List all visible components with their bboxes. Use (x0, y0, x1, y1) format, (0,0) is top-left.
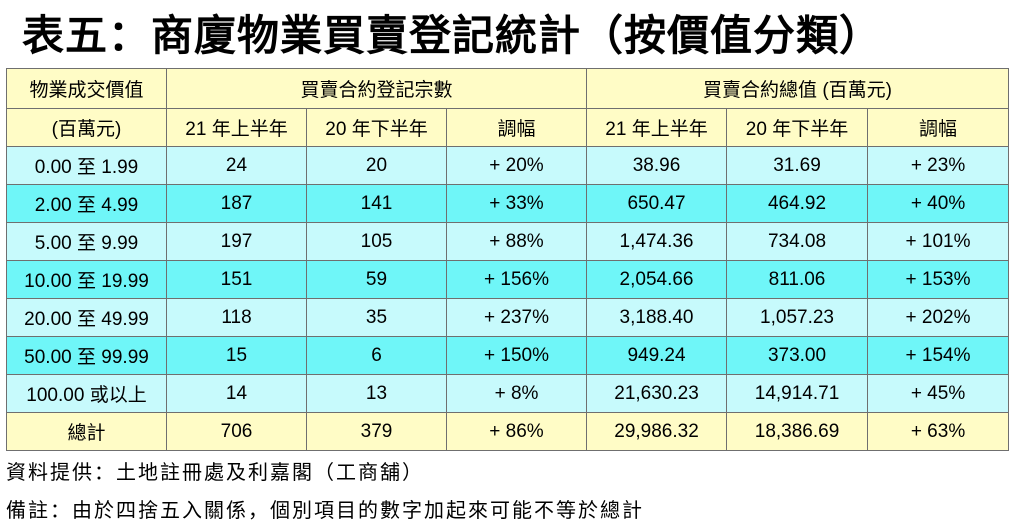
table-row: 10.00 至 19.99 151 59 + 156% 2,054.66 811… (6, 260, 1010, 299)
cell-value-21h1: 21,630.23 (586, 374, 728, 413)
cell-count-change: + 20% (445, 146, 588, 185)
cell-range: 5.00 至 9.99 (6, 222, 167, 261)
cell-total-value-change: + 63% (867, 412, 1010, 451)
table-row: 100.00 或以上 14 13 + 8% 21,630.23 14,914.7… (6, 374, 1010, 413)
cell-total-count-21h1: 706 (166, 412, 307, 451)
cell-value-21h1: 3,188.40 (586, 298, 728, 337)
header-value-20h2: 20 年下半年 (726, 108, 869, 147)
cell-range: 0.00 至 1.99 (6, 146, 167, 185)
source-note: 資料提供：土地註冊處及利嘉閣（工商舖） (6, 460, 424, 484)
header-count-21h1: 21 年上半年 (166, 108, 307, 147)
header-count-20h2: 20 年下半年 (306, 108, 447, 147)
cell-count-change: + 88% (445, 222, 588, 261)
cell-range: 2.00 至 4.99 (6, 184, 167, 223)
cell-count-20h2: 20 (306, 146, 447, 185)
cell-count-20h2: 13 (306, 374, 447, 413)
cell-count-21h1: 151 (166, 260, 307, 299)
cell-count-20h2: 6 (306, 336, 447, 375)
table-row: 5.00 至 9.99 197 105 + 88% 1,474.36 734.0… (6, 222, 1010, 261)
cell-value-change: + 101% (867, 222, 1010, 261)
cell-value-21h1: 650.47 (586, 184, 728, 223)
cell-total-count-change: + 86% (445, 412, 588, 451)
header-row-1: 物業成交價值 買賣合約登記宗數 買賣合約總值 (百萬元) (6, 68, 1010, 109)
cell-count-21h1: 24 (166, 146, 307, 185)
cell-total-label: 總計 (6, 412, 167, 451)
cell-value-change: + 23% (867, 146, 1010, 185)
cell-range: 50.00 至 99.99 (6, 336, 167, 375)
table-row: 50.00 至 99.99 15 6 + 150% 949.24 373.00 … (6, 336, 1010, 375)
statistics-table: 物業成交價值 買賣合約登記宗數 買賣合約總值 (百萬元) (百萬元) 21 年上… (6, 68, 1010, 451)
cell-count-change: + 8% (445, 374, 588, 413)
cell-value-change: + 153% (867, 260, 1010, 299)
table-row: 0.00 至 1.99 24 20 + 20% 38.96 31.69 + 23… (6, 146, 1010, 185)
cell-value-change: + 45% (867, 374, 1010, 413)
cell-value-change: + 202% (867, 298, 1010, 337)
cell-value-20h2: 14,914.71 (726, 374, 869, 413)
header-group-value: 買賣合約總值 (百萬元) (586, 68, 1010, 109)
cell-count-21h1: 197 (166, 222, 307, 261)
header-value-change: 調幅 (867, 108, 1010, 147)
cell-count-20h2: 35 (306, 298, 447, 337)
cell-total-count-20h2: 379 (306, 412, 447, 451)
cell-count-21h1: 14 (166, 374, 307, 413)
cell-total-value-21h1: 29,986.32 (586, 412, 728, 451)
header-group-count: 買賣合約登記宗數 (165, 68, 588, 109)
cell-value-21h1: 38.96 (586, 146, 728, 185)
header-category: 物業成交價值 (6, 68, 167, 109)
cell-count-change: + 237% (445, 298, 588, 337)
cell-count-20h2: 59 (306, 260, 447, 299)
cell-count-change: + 150% (445, 336, 588, 375)
cell-value-21h1: 2,054.66 (586, 260, 728, 299)
cell-value-20h2: 811.06 (726, 260, 869, 299)
cell-count-21h1: 118 (166, 298, 307, 337)
cell-range: 20.00 至 49.99 (6, 298, 167, 337)
header-count-change: 調幅 (445, 108, 588, 147)
cell-value-21h1: 949.24 (586, 336, 728, 375)
cell-value-change: + 40% (867, 184, 1010, 223)
header-value-21h1: 21 年上半年 (586, 108, 728, 147)
header-category-unit: (百萬元) (6, 108, 167, 147)
table-row: 20.00 至 49.99 118 35 + 237% 3,188.40 1,0… (6, 298, 1010, 337)
cell-value-20h2: 464.92 (726, 184, 869, 223)
total-row: 總計 706 379 + 86% 29,986.32 18,386.69 + 6… (6, 412, 1010, 451)
cell-count-change: + 156% (445, 260, 588, 299)
cell-count-20h2: 105 (306, 222, 447, 261)
cell-value-20h2: 31.69 (726, 146, 869, 185)
header-row-2: (百萬元) 21 年上半年 20 年下半年 調幅 21 年上半年 20 年下半年… (6, 108, 1010, 147)
cell-total-value-20h2: 18,386.69 (726, 412, 869, 451)
cell-value-20h2: 1,057.23 (726, 298, 869, 337)
cell-range: 10.00 至 19.99 (6, 260, 167, 299)
cell-value-20h2: 373.00 (726, 336, 869, 375)
cell-count-20h2: 141 (306, 184, 447, 223)
cell-value-21h1: 1,474.36 (586, 222, 728, 261)
cell-value-change: + 154% (867, 336, 1010, 375)
cell-count-change: + 33% (445, 184, 588, 223)
cell-range: 100.00 或以上 (6, 374, 167, 413)
remark-note: 備註：由於四捨五入關係，個別項目的數字加起來可能不等於總計 (6, 498, 644, 522)
cell-count-21h1: 187 (166, 184, 307, 223)
table-row: 2.00 至 4.99 187 141 + 33% 650.47 464.92 … (6, 184, 1010, 223)
cell-value-20h2: 734.08 (726, 222, 869, 261)
cell-count-21h1: 15 (166, 336, 307, 375)
page-title: 表五：商廈物業買賣登記統計（按價值分類） (22, 10, 883, 60)
